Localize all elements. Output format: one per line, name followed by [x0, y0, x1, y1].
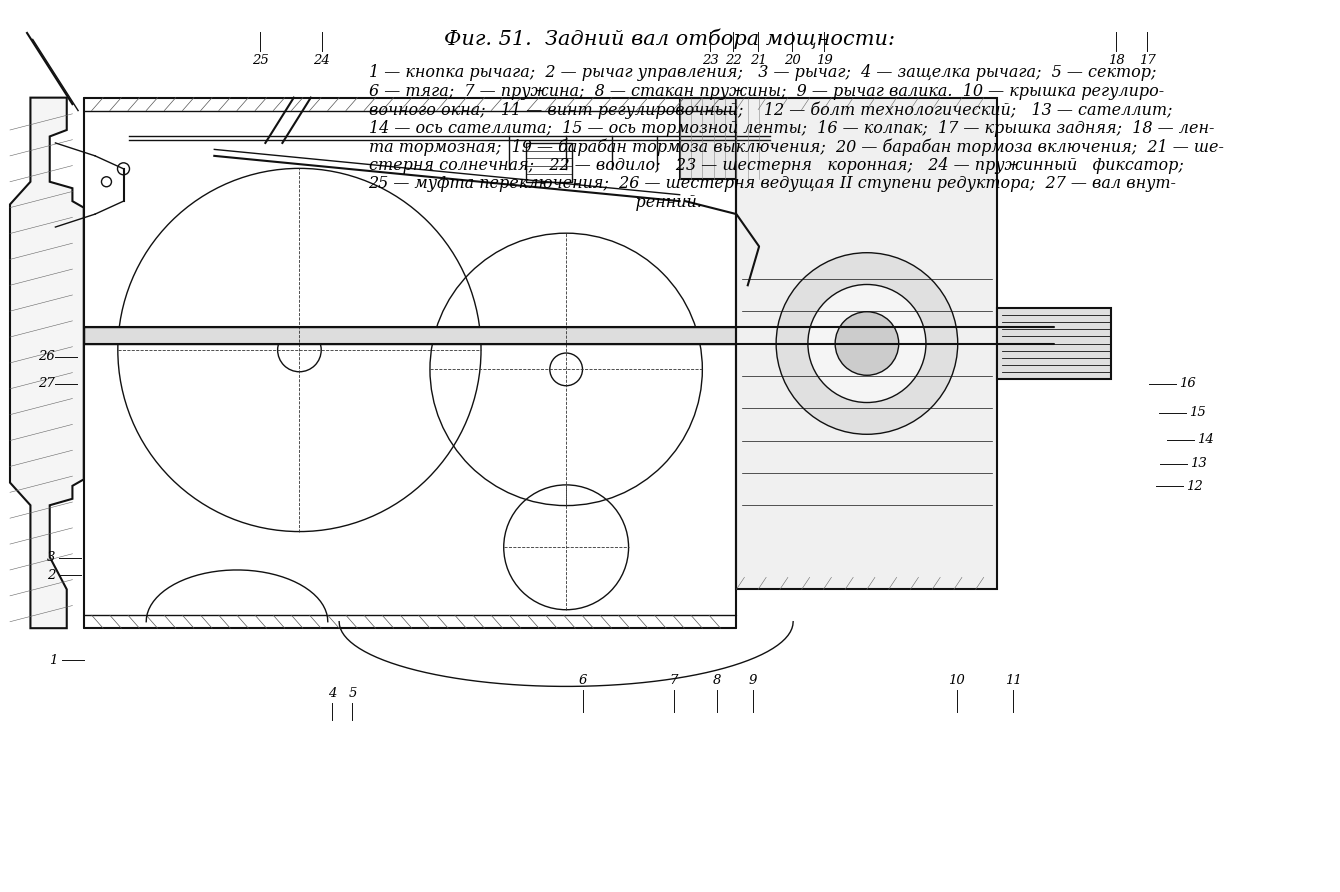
Text: 25 — муфта переключения;  26 — шестерня ведущая II ступени редуктора;  27 — вал : 25 — муфта переключения; 26 — шестерня в… [369, 175, 1177, 192]
Text: стерня солнечная;   22 — водило;   23 — шестерня   коронная;   24 — пружинный   : стерня солнечная; 22 — водило; 23 — шест… [369, 157, 1183, 174]
Text: 16: 16 [1179, 377, 1197, 390]
Bar [737, 97, 997, 590]
Ellipse shape [808, 285, 926, 402]
Text: Фиг. 51.  Задний вал отбора мощности:: Фиг. 51. Задний вал отбора мощности: [445, 29, 895, 49]
Text: 18: 18 [1108, 54, 1124, 67]
Text: 15: 15 [1189, 407, 1206, 419]
Text: 5: 5 [348, 687, 356, 700]
Text: 10: 10 [949, 673, 965, 687]
Text: 4: 4 [328, 687, 336, 700]
Text: 7: 7 [670, 673, 678, 687]
Text: 6: 6 [579, 673, 587, 687]
Polygon shape [9, 97, 84, 628]
Bar [527, 143, 572, 182]
Text: ренний.: ренний. [369, 194, 701, 211]
Text: 1: 1 [50, 654, 58, 666]
Text: 12: 12 [1186, 480, 1203, 492]
Text: 26: 26 [39, 351, 55, 363]
Text: 11: 11 [1005, 673, 1021, 687]
Text: 19: 19 [816, 54, 832, 67]
Text: 8: 8 [713, 673, 721, 687]
Bar [997, 308, 1111, 379]
Text: 27: 27 [39, 377, 55, 390]
Text: 13: 13 [1190, 458, 1207, 470]
Bar [84, 327, 1065, 343]
Text: 14 — ось сателлита;  15 — ось тормозной ленты;  16 — колпак;  17 — крышка задняя: 14 — ось сателлита; 15 — ось тормозной л… [369, 120, 1214, 136]
Text: 1 — кнопка рычага;  2 — рычаг управления;   3 — рычаг;  4 — защелка рычага;  5 —: 1 — кнопка рычага; 2 — рычаг управления;… [369, 64, 1156, 81]
Text: 22: 22 [725, 54, 741, 67]
Text: 17: 17 [1139, 54, 1155, 67]
Circle shape [102, 177, 111, 186]
Text: 14: 14 [1197, 434, 1214, 446]
Text: 23: 23 [702, 54, 718, 67]
Ellipse shape [835, 311, 899, 376]
Bar [679, 97, 770, 178]
Text: 3: 3 [47, 551, 55, 564]
Text: 2: 2 [47, 569, 55, 582]
Text: 20: 20 [784, 54, 800, 67]
Text: 25: 25 [252, 54, 268, 67]
Text: вочного окна;   11 — винт регулировочный;    12 — болт технологический;   13 — с: вочного окна; 11 — винт регулировочный; … [369, 101, 1172, 119]
Text: 9: 9 [749, 673, 757, 687]
Ellipse shape [776, 252, 958, 434]
Text: 24: 24 [314, 54, 330, 67]
Text: 21: 21 [750, 54, 766, 67]
Circle shape [118, 163, 130, 175]
Text: 6 — тяга;  7 — пружина;  8 — стакан пружины;  9 — рычаг валика.  10 — крышка рег: 6 — тяга; 7 — пружина; 8 — стакан пружин… [369, 83, 1163, 100]
Text: та тормозная;  19 — барабан тормоза выключения;  20 — барабан тормоза включения;: та тормозная; 19 — барабан тормоза выклю… [369, 138, 1223, 156]
